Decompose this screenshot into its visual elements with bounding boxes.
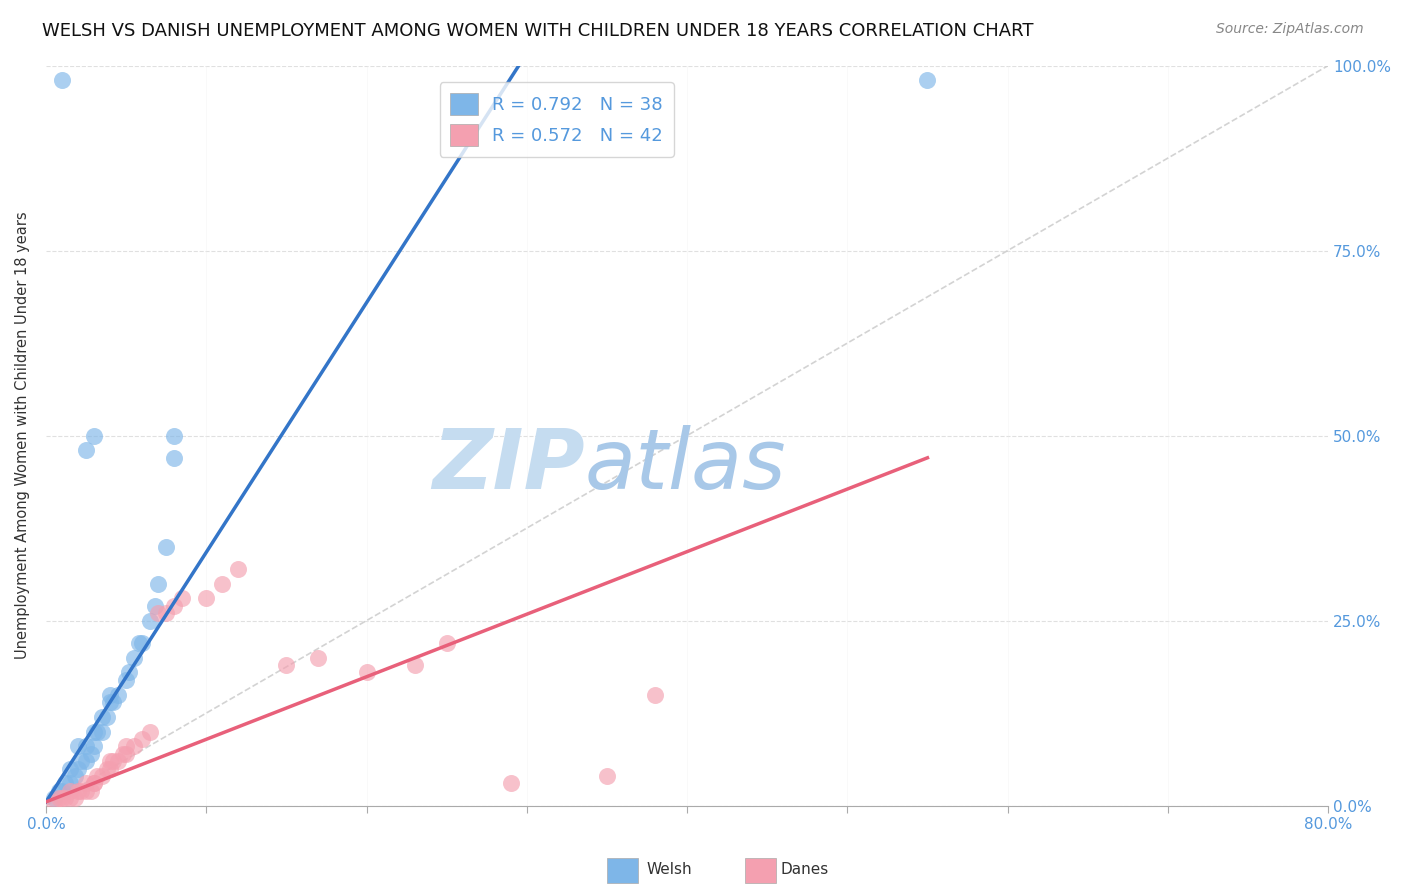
Point [48,791,70,805]
Point [98,688,121,702]
Point [115,747,138,761]
Point [103,695,125,709]
Text: ZIP: ZIP [432,425,585,506]
Point [63,791,86,805]
Point [118,665,141,680]
Point [91,769,114,783]
Point [139,614,162,628]
Point [63,769,86,783]
Point [211,576,233,591]
Point [917,73,939,87]
Point [96,710,118,724]
Point [103,754,125,768]
Point [83,776,105,790]
Point [51,791,73,805]
Point [195,591,218,606]
Point [83,428,105,442]
Point [70,754,93,768]
Point [75,739,97,754]
Point [111,747,134,761]
Point [644,688,666,702]
Point [115,739,138,754]
Text: Danes: Danes [780,863,828,877]
Point [404,658,426,673]
Point [226,562,249,576]
Point [48,784,70,798]
Point [75,776,97,790]
Point [86,724,108,739]
Point [80,747,103,761]
Point [139,724,162,739]
Point [596,769,619,783]
Point [75,754,97,768]
Y-axis label: Unemployment Among Women with Children Under 18 years: Unemployment Among Women with Children U… [15,211,30,659]
Point [66,762,89,776]
Point [146,576,169,591]
Point [53,776,76,790]
Point [98,762,121,776]
Point [59,784,82,798]
Point [122,650,145,665]
Point [51,784,73,798]
Text: WELSH VS DANISH UNEMPLOYMENT AMONG WOMEN WITH CHILDREN UNDER 18 YEARS CORRELATIO: WELSH VS DANISH UNEMPLOYMENT AMONG WOMEN… [42,22,1033,40]
Point [128,636,150,650]
Point [115,673,138,687]
Point [66,739,89,754]
Text: Source: ZipAtlas.com: Source: ZipAtlas.com [1216,22,1364,37]
Point [143,599,166,613]
Point [59,791,82,805]
Point [122,739,145,754]
Point [86,769,108,783]
Point [436,636,458,650]
Point [91,710,114,724]
Point [80,784,103,798]
Point [163,428,186,442]
Point [59,776,82,790]
Point [42,791,65,805]
Text: atlas: atlas [585,425,786,506]
Point [96,762,118,776]
Point [163,599,186,613]
Point [155,540,177,554]
Point [66,784,89,798]
Point [75,443,97,458]
Point [107,688,129,702]
Point [83,739,105,754]
Point [146,606,169,620]
Point [91,724,114,739]
Legend: R = 0.792   N = 38, R = 0.572   N = 42: R = 0.792 N = 38, R = 0.572 N = 42 [440,82,673,157]
Point [51,73,73,87]
Point [75,784,97,798]
Point [83,724,105,739]
Point [155,606,177,620]
Point [131,731,153,746]
Point [42,795,65,809]
Point [53,791,76,805]
Point [83,776,105,790]
Point [307,650,329,665]
Point [70,784,93,798]
Point [499,776,522,790]
Point [356,665,378,680]
Point [172,591,194,606]
Point [163,450,186,465]
Point [107,754,129,768]
Point [59,762,82,776]
Point [131,636,153,650]
Text: Welsh: Welsh [647,863,692,877]
Point [98,695,121,709]
Point [276,658,298,673]
Point [98,754,121,768]
